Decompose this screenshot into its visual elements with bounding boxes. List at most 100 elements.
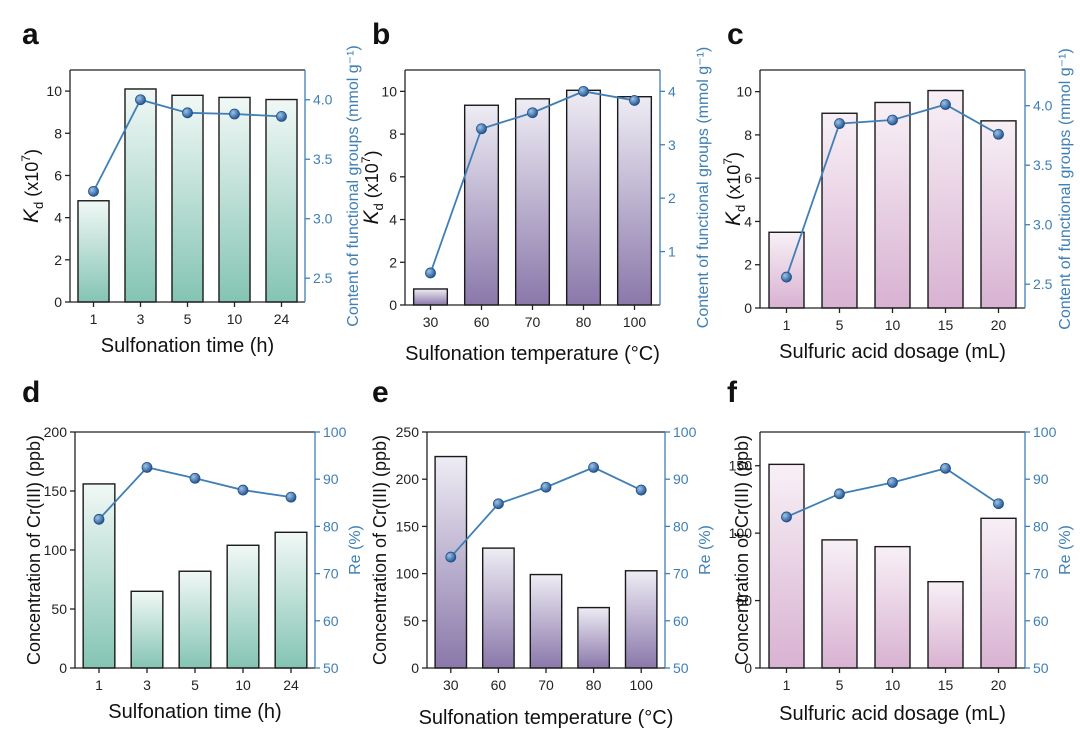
y-label-end: )	[22, 149, 42, 155]
y-tick-label: 8	[744, 127, 752, 143]
y2-tick-label: 70	[1033, 566, 1049, 582]
y-tick-label: 100	[729, 525, 753, 541]
y-label-rest: (x10	[724, 165, 744, 205]
y-tick-label: 6	[744, 170, 752, 186]
y-tick-label: 0	[411, 660, 419, 676]
y2-tick-label: 100	[673, 424, 697, 440]
series-line	[450, 466, 642, 558]
y2-axis-label: Re (%)	[1057, 525, 1074, 575]
y2-tick-label: 90	[1033, 471, 1049, 487]
panel-label: c	[727, 18, 744, 51]
x-axis-label: Sulfonation time (h)	[101, 335, 274, 357]
series-point-24	[285, 491, 297, 503]
x-tick-label: 70	[525, 314, 541, 330]
bar-24	[265, 98, 298, 303]
y2-tick-label: 50	[673, 660, 689, 676]
x-tick-label: 30	[443, 677, 459, 693]
y-axis-label: Concentration of Cr(III) (ppb)	[24, 435, 44, 665]
y-tick-label: 2	[744, 257, 752, 273]
series-point-60	[492, 498, 504, 510]
y-tick-label: 0	[59, 660, 67, 676]
y-tick-label: 100	[44, 542, 68, 558]
y-label-main: K	[360, 209, 383, 224]
panel-e: e 0 50 100 150 200 250 50 60 70 80 90 100 30 60 70 80 100…	[370, 376, 714, 729]
y-tick-label: 150	[396, 518, 420, 534]
y-label-sub: d	[31, 202, 46, 209]
series-point-20	[993, 128, 1004, 140]
x-tick-label: 70	[538, 677, 554, 693]
series-point-1	[88, 185, 99, 197]
x-tick-label: 1	[95, 677, 103, 693]
bar-100	[624, 570, 658, 669]
x-tick-label: 24	[274, 311, 290, 327]
series-point-24	[276, 111, 287, 122]
y-tick-label: 0	[744, 300, 752, 316]
x-tick-label: 20	[991, 317, 1007, 333]
y2-axis-label: Re (%)	[347, 525, 364, 575]
series-point-30	[445, 551, 457, 563]
bar-60	[481, 547, 515, 669]
y2-tick-label: 60	[673, 613, 689, 629]
y2-axis-label: Re (%)	[697, 525, 714, 575]
x-tick-label: 5	[836, 677, 844, 693]
bar-5	[821, 539, 858, 669]
bar-15	[927, 580, 964, 669]
series-point-1	[781, 271, 792, 283]
y-label-rest: (x10	[362, 163, 382, 203]
x-tick-label: 10	[885, 677, 901, 693]
y-tick-label: 2	[389, 254, 397, 270]
series-point-20	[993, 498, 1004, 510]
series-point-10	[229, 108, 240, 120]
y2-tick-label: 90	[323, 471, 339, 487]
y-tick-label: 4	[54, 210, 62, 226]
series-line	[786, 467, 999, 518]
y2-tick-label: 70	[323, 566, 339, 582]
y-tick-label: 50	[403, 613, 419, 629]
y-tick-label: 6	[389, 169, 397, 185]
x-tick-label: 15	[938, 677, 954, 693]
x-axis-label: Sulfonation temperature (°C)	[419, 707, 674, 729]
bar-10	[218, 96, 251, 303]
y2-tick-label: 100	[323, 424, 347, 440]
y2-tick-label: 2	[668, 190, 676, 206]
series-point-60	[476, 123, 487, 135]
bar-70	[529, 573, 563, 669]
bar-3	[124, 88, 157, 303]
series-point-30	[425, 267, 436, 279]
y-label-sup: 7	[359, 156, 373, 163]
y2-tick-label: 60	[323, 613, 339, 629]
x-tick-label: 3	[137, 311, 145, 327]
panel-label: f	[727, 376, 738, 409]
series-point-80	[588, 461, 599, 473]
x-tick-label: 15	[938, 317, 954, 333]
series-point-70	[527, 107, 538, 119]
series-point-80	[578, 85, 589, 97]
y2-tick-label: 70	[673, 566, 689, 582]
y2-tick-label: 80	[323, 518, 339, 534]
y-tick-label: 50	[736, 593, 752, 609]
y-axis-label: Kd (x107)	[359, 151, 386, 225]
x-tick-label: 10	[235, 677, 251, 693]
bar-80	[577, 606, 611, 669]
series-point-5	[834, 118, 845, 129]
y-label-main: K	[722, 211, 745, 226]
series-point-10	[887, 477, 898, 488]
bar-80	[565, 89, 602, 306]
series-point-70	[540, 481, 552, 493]
y-axis-label: Kd (x107)	[19, 149, 46, 223]
x-axis-label: Sulfonation temperature (°C)	[405, 343, 660, 365]
y2-tick-label: 50	[323, 660, 339, 676]
series-point-5	[834, 488, 845, 500]
y-tick-label: 4	[744, 213, 752, 229]
y-tick-label: 200	[44, 424, 68, 440]
x-tick-label: 5	[184, 311, 192, 327]
series-point-3	[135, 94, 146, 106]
series-point-15	[940, 99, 951, 110]
y-tick-label: 0	[744, 660, 752, 676]
panel-label: b	[372, 18, 390, 51]
y2-tick-label: 2.5	[313, 270, 333, 286]
